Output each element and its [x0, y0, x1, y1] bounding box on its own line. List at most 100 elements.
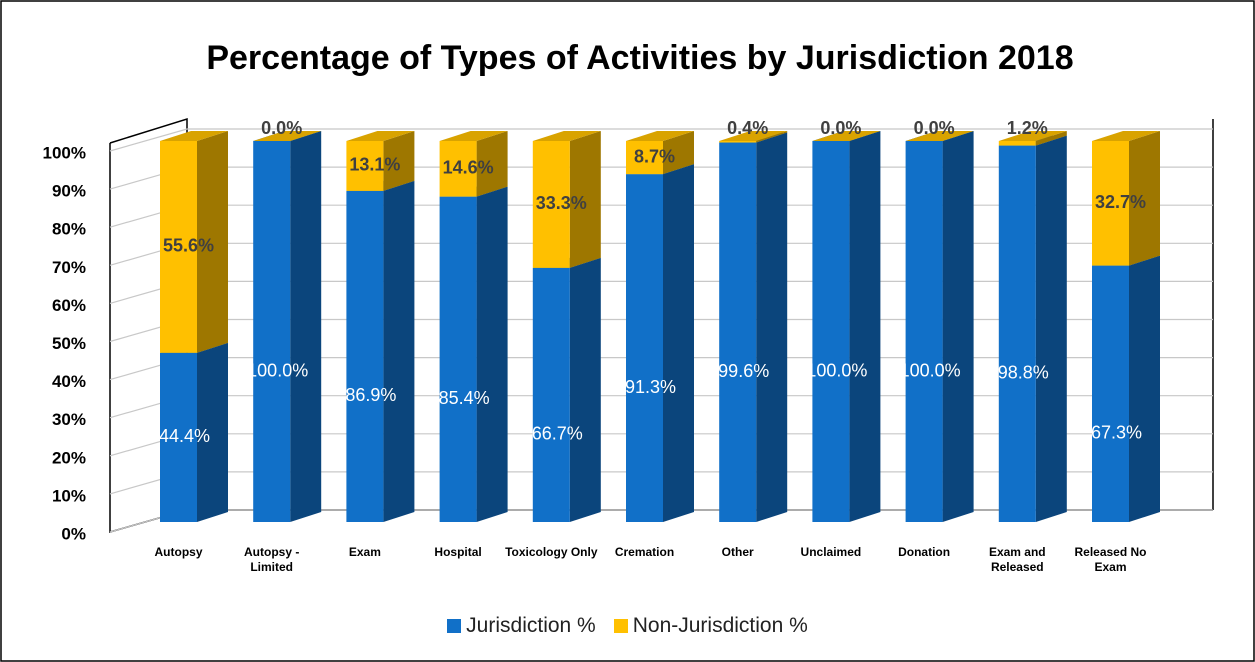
bar-top — [626, 131, 694, 141]
data-label: 1.2% — [1007, 118, 1048, 138]
data-label: 8.7% — [634, 146, 675, 166]
x-tick-label: Released No Exam — [1074, 545, 1147, 574]
bar-segment — [626, 174, 663, 522]
bar-segment — [346, 141, 384, 191]
bar-top — [719, 131, 788, 141]
x-tick-label: Toxicology Only — [505, 545, 598, 559]
bar-segment — [532, 267, 570, 522]
y-tick-label: 20% — [52, 448, 86, 467]
bar-side — [569, 257, 601, 522]
bar-top — [253, 131, 322, 141]
bar-segment — [253, 141, 291, 522]
y-tick-label: 80% — [52, 220, 86, 239]
data-label: 98.8% — [998, 363, 1049, 383]
legend-swatch — [447, 619, 462, 633]
bar-segment — [998, 145, 1036, 522]
bar-side — [1035, 135, 1067, 522]
legend-item: Jurisdiction % — [447, 614, 596, 638]
chart-title: Percentage of Types of Activities by Jur… — [206, 39, 1073, 77]
bar-top — [160, 131, 228, 141]
bar-top — [998, 131, 1067, 141]
legend-item: Non-Jurisdiction % — [613, 614, 808, 638]
data-label: 67.3% — [1091, 423, 1142, 443]
data-label: 13.1% — [349, 155, 400, 175]
data-label: 99.6% — [718, 361, 769, 381]
data-label: 91.3% — [625, 377, 676, 397]
bar-segment — [626, 141, 663, 175]
data-label: 100.0% — [247, 360, 308, 380]
bar-side — [663, 164, 694, 522]
bar-segment — [719, 142, 757, 523]
bar-segment — [812, 141, 850, 522]
bar-side — [942, 131, 974, 522]
x-tick-label: Donation — [898, 545, 951, 559]
y-tick-label: 10% — [52, 486, 86, 505]
x-tick-label: Cremation — [614, 545, 675, 559]
data-label: 33.3% — [536, 193, 587, 213]
y-tick-label: 100% — [43, 143, 86, 162]
data-label: 100.0% — [900, 360, 961, 380]
x-tick-label: Exam and Released — [988, 545, 1046, 574]
bar-segment — [905, 141, 943, 522]
bar-side — [197, 342, 228, 522]
y-tick-label: 90% — [52, 182, 86, 201]
bar-side — [290, 131, 322, 522]
y-tick-label: 60% — [52, 296, 86, 315]
data-label: 14.6% — [443, 158, 494, 178]
bar-side — [383, 131, 415, 191]
bar-side — [569, 131, 601, 268]
bar-segment — [160, 141, 197, 353]
legend-label: Non-Jurisdiction % — [632, 614, 808, 637]
x-tick-label: Unclaimed — [800, 545, 862, 559]
bar-segment — [1092, 265, 1129, 522]
bar-top — [346, 131, 415, 141]
bar-segment — [439, 141, 477, 197]
bar-top — [532, 131, 601, 141]
data-label: 32.7% — [1095, 192, 1146, 212]
data-label: 0.0% — [261, 118, 302, 138]
bar-top — [905, 131, 974, 141]
y-tick-label: 70% — [52, 258, 86, 277]
data-label: 100.0% — [806, 360, 867, 380]
bar-side — [756, 132, 788, 523]
bar-segment — [160, 352, 197, 522]
legend-swatch — [613, 619, 628, 633]
data-label: 0.0% — [820, 118, 861, 138]
legend-label: Jurisdiction % — [466, 614, 596, 637]
x-tick-label: Exam — [348, 545, 381, 559]
data-label: 44.4% — [159, 426, 210, 446]
data-label: 66.7% — [532, 424, 583, 444]
bar-side — [476, 186, 508, 522]
x-tick-label: Autopsy — [154, 545, 203, 559]
bar-side — [1035, 131, 1067, 146]
data-label: 86.9% — [345, 385, 396, 405]
bar-segment — [719, 141, 757, 143]
x-tick-label: Hospital — [434, 545, 482, 559]
bar-side — [197, 131, 228, 353]
bar-side — [476, 131, 508, 197]
bar-side — [756, 131, 788, 143]
grid-line — [109, 128, 1213, 152]
data-label: 0.4% — [727, 118, 768, 138]
bar-side — [849, 131, 881, 522]
legend: Jurisdiction % Non-Jurisdiction % — [0, 614, 1255, 638]
bar-segment — [439, 196, 477, 522]
bar-top — [439, 131, 508, 141]
bar-segment — [998, 141, 1036, 146]
x-tick-label: Other — [721, 545, 754, 559]
bar-top — [812, 131, 881, 141]
bar-segment — [532, 141, 570, 268]
data-label: 85.4% — [439, 388, 490, 408]
y-tick-label: 30% — [52, 410, 86, 429]
bar-side — [663, 131, 694, 175]
bar-segment — [346, 190, 384, 522]
x-tick-label: Autopsy - Limited — [244, 545, 300, 574]
y-tick-label: 0% — [61, 524, 86, 543]
bar-side — [383, 180, 415, 522]
data-label: 0.0% — [914, 118, 955, 138]
bar-side — [1129, 131, 1160, 266]
bar-side — [1129, 255, 1160, 522]
y-tick-label: 40% — [52, 372, 86, 391]
